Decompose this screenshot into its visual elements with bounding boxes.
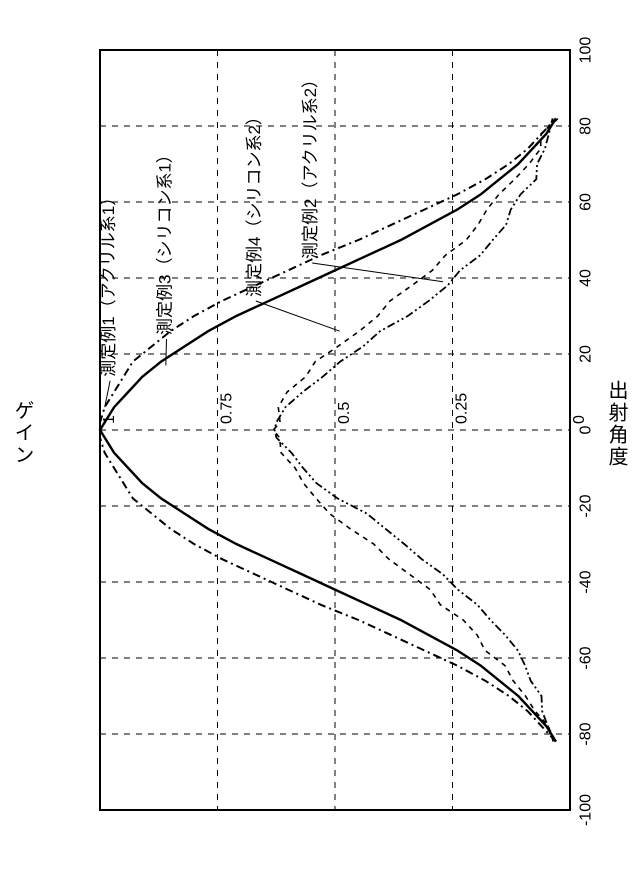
svg-text:測定例2（アクリル系2）: 測定例2（アクリル系2） xyxy=(301,71,320,259)
svg-text:40: 40 xyxy=(577,269,594,287)
svg-text:0: 0 xyxy=(571,415,588,424)
y-axis-title: ゲイン xyxy=(8,400,37,466)
svg-text:80: 80 xyxy=(577,117,594,135)
svg-text:0.75: 0.75 xyxy=(219,393,236,424)
svg-text:0: 0 xyxy=(577,425,594,434)
chart-container: -100 -80 -60 -40 -20 0 20 40 60 80 100 0 0.25 0.5 0.75… xyxy=(0,0,640,870)
svg-text:測定例3（シリコン系1）: 測定例3（シリコン系1） xyxy=(156,146,175,335)
x-axis-title: 出射角度 xyxy=(602,380,631,468)
svg-text:20: 20 xyxy=(577,345,594,363)
svg-text:60: 60 xyxy=(577,193,594,211)
svg-text:-40: -40 xyxy=(577,570,594,593)
svg-text:100: 100 xyxy=(577,37,594,64)
svg-text:0.25: 0.25 xyxy=(454,393,471,424)
svg-text:0.5: 0.5 xyxy=(336,402,353,424)
svg-text:測定例1（アクリル系1）: 測定例1（アクリル系1） xyxy=(99,189,118,377)
line-chart: -100 -80 -60 -40 -20 0 20 40 60 80 100 0 0.25 0.5 0.75… xyxy=(0,0,640,870)
svg-text:-100: -100 xyxy=(577,794,594,826)
svg-text:-20: -20 xyxy=(577,494,594,517)
svg-text:測定例4（シリコン系2）: 測定例4（シリコン系2） xyxy=(245,108,264,297)
svg-text:-60: -60 xyxy=(577,646,594,669)
svg-text:-80: -80 xyxy=(577,722,594,745)
